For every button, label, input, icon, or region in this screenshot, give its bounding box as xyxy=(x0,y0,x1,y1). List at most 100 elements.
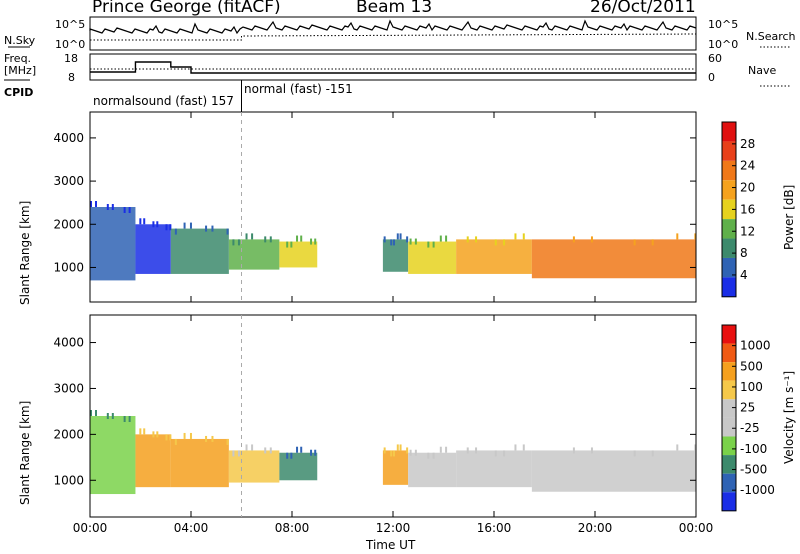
time-xtick-label: 20:00 xyxy=(578,521,613,535)
velocity-echo-speckle xyxy=(211,435,214,442)
power-echo-speckle xyxy=(156,221,159,228)
velocity-echo-speckle xyxy=(522,444,525,451)
velocity-colorbar-cell xyxy=(722,343,736,363)
nsky-panel xyxy=(89,16,697,51)
velocity-echo-speckle xyxy=(264,447,267,454)
velocity-echo-speckle xyxy=(390,450,393,457)
velocity-echo-speckle xyxy=(169,434,172,441)
velocity-colorbar-tick-label: -500 xyxy=(740,463,767,477)
power-echo-speckle xyxy=(414,238,417,245)
velocity-echo-speckle xyxy=(466,447,469,454)
nsearch-trace xyxy=(90,33,697,41)
power-echo-speckle xyxy=(94,201,97,207)
velocity-echo-speckle xyxy=(111,413,114,419)
velocity-echo-speckle xyxy=(128,416,131,422)
velocity-colorbar-cell xyxy=(722,362,736,381)
velocity-echo-band xyxy=(279,452,318,481)
date-title: 26/Oct/2011 xyxy=(590,0,696,17)
power-echo-speckle xyxy=(651,239,654,246)
power-echo-speckle xyxy=(205,225,208,232)
velocity-echo-speckle xyxy=(90,410,92,416)
velocity-ytick-label: 4000 xyxy=(53,336,84,350)
velocity-echo-speckle xyxy=(245,444,248,451)
velocity-echo-speckle xyxy=(475,447,478,454)
power-echo-speckle xyxy=(226,228,229,235)
power-echo-speckle xyxy=(106,204,109,210)
frequency-trace xyxy=(90,61,696,74)
velocity-colorbar-cell xyxy=(722,473,736,493)
nave-axis-bottom: 0 xyxy=(708,71,715,84)
power-echo-band xyxy=(90,207,136,281)
velocity-echo-band xyxy=(228,450,280,483)
power-echo-speckle xyxy=(439,235,442,242)
time-xlabel: Time UT xyxy=(366,538,416,552)
velocity-echo-speckle xyxy=(183,432,186,439)
power-ytick-label: 3000 xyxy=(53,174,84,188)
velocity-colorbar-cell xyxy=(722,455,736,474)
velocity-colorbar-tick-label: 25 xyxy=(740,401,755,415)
power-echo-speckle xyxy=(169,224,172,231)
velocity-echo-band xyxy=(456,450,532,488)
power-echo-speckle xyxy=(139,218,142,225)
power-echo-speckle xyxy=(165,224,168,231)
velocity-echo-speckle xyxy=(123,416,126,422)
velocity-echo-speckle xyxy=(143,428,146,435)
time-xtick-label: 08:00 xyxy=(275,521,310,535)
power-echo-speckle xyxy=(390,239,393,246)
velocity-heatmap xyxy=(90,410,697,495)
power-ytick-label: 2000 xyxy=(53,217,84,231)
power-echo-speckle xyxy=(399,233,402,240)
station-title: Prince George (fitACF) xyxy=(92,0,281,17)
power-echo-band xyxy=(382,239,409,272)
power-echo-speckle xyxy=(503,239,506,246)
power-echo-speckle xyxy=(396,233,399,240)
power-echo-speckle xyxy=(633,239,636,246)
velocity-echo-speckle xyxy=(156,431,159,438)
nsearch-label: N.Search xyxy=(746,30,796,43)
velocity-echo-speckle xyxy=(251,444,254,451)
velocity-echo-speckle xyxy=(399,444,402,451)
velocity-echo-speckle xyxy=(205,435,208,442)
velocity-echo-band xyxy=(90,416,136,495)
power-echo-speckle xyxy=(174,228,177,235)
freq-axis-top: 18 xyxy=(64,52,78,65)
power-echo-speckle xyxy=(90,201,92,207)
velocity-colorbar-frame xyxy=(721,324,737,512)
velocity-colorbar-cell xyxy=(722,492,736,511)
velocity-echo-speckle xyxy=(383,447,386,454)
velocity-colorbar-cell xyxy=(722,399,736,418)
power-echo-band xyxy=(135,224,171,274)
velocity-echo-speckle xyxy=(514,444,517,451)
power-colorbar-tick-label: 4 xyxy=(740,268,748,282)
velocity-echo-speckle xyxy=(427,452,430,459)
cpid-text-1: normalsound (fast) 157 xyxy=(93,94,234,108)
power-echo-speckle xyxy=(466,236,469,243)
power-colorbar-cell xyxy=(722,199,736,220)
velocity-echo-speckle xyxy=(106,413,109,419)
power-echo-speckle xyxy=(514,233,517,240)
power-echo-band xyxy=(279,241,318,268)
velocity-colorbar-cell xyxy=(722,380,736,400)
velocity-echo-speckle xyxy=(633,450,636,457)
power-colorbar-cell xyxy=(722,238,736,258)
power-echo-speckle xyxy=(393,239,395,246)
power-echo-speckle xyxy=(409,238,412,245)
velocity-echo-speckle xyxy=(226,438,229,445)
velocity-echo-speckle xyxy=(269,447,272,454)
time-xtick-label: 04:00 xyxy=(174,521,209,535)
power-colorbar-cell xyxy=(722,180,736,200)
power-echo-speckle xyxy=(427,241,430,248)
time-xtick-label: 00:00 xyxy=(73,521,108,535)
n-axis-bottom-right: 10^0 xyxy=(708,38,739,51)
power-colorbar-tick-label: 8 xyxy=(740,246,748,260)
power-echo-speckle xyxy=(432,241,435,248)
power-ytick-label: 4000 xyxy=(53,131,84,145)
power-echo-speckle xyxy=(128,207,131,213)
power-colorbar-tick-label: 20 xyxy=(740,181,755,195)
velocity-echo-speckle xyxy=(296,446,299,453)
nave-axis-top: 60 xyxy=(708,52,722,65)
power-colorbar-cell xyxy=(722,160,736,181)
n-axis-top-right: 10^5 xyxy=(708,18,739,31)
freq-unit-label: [MHz] xyxy=(4,64,37,77)
